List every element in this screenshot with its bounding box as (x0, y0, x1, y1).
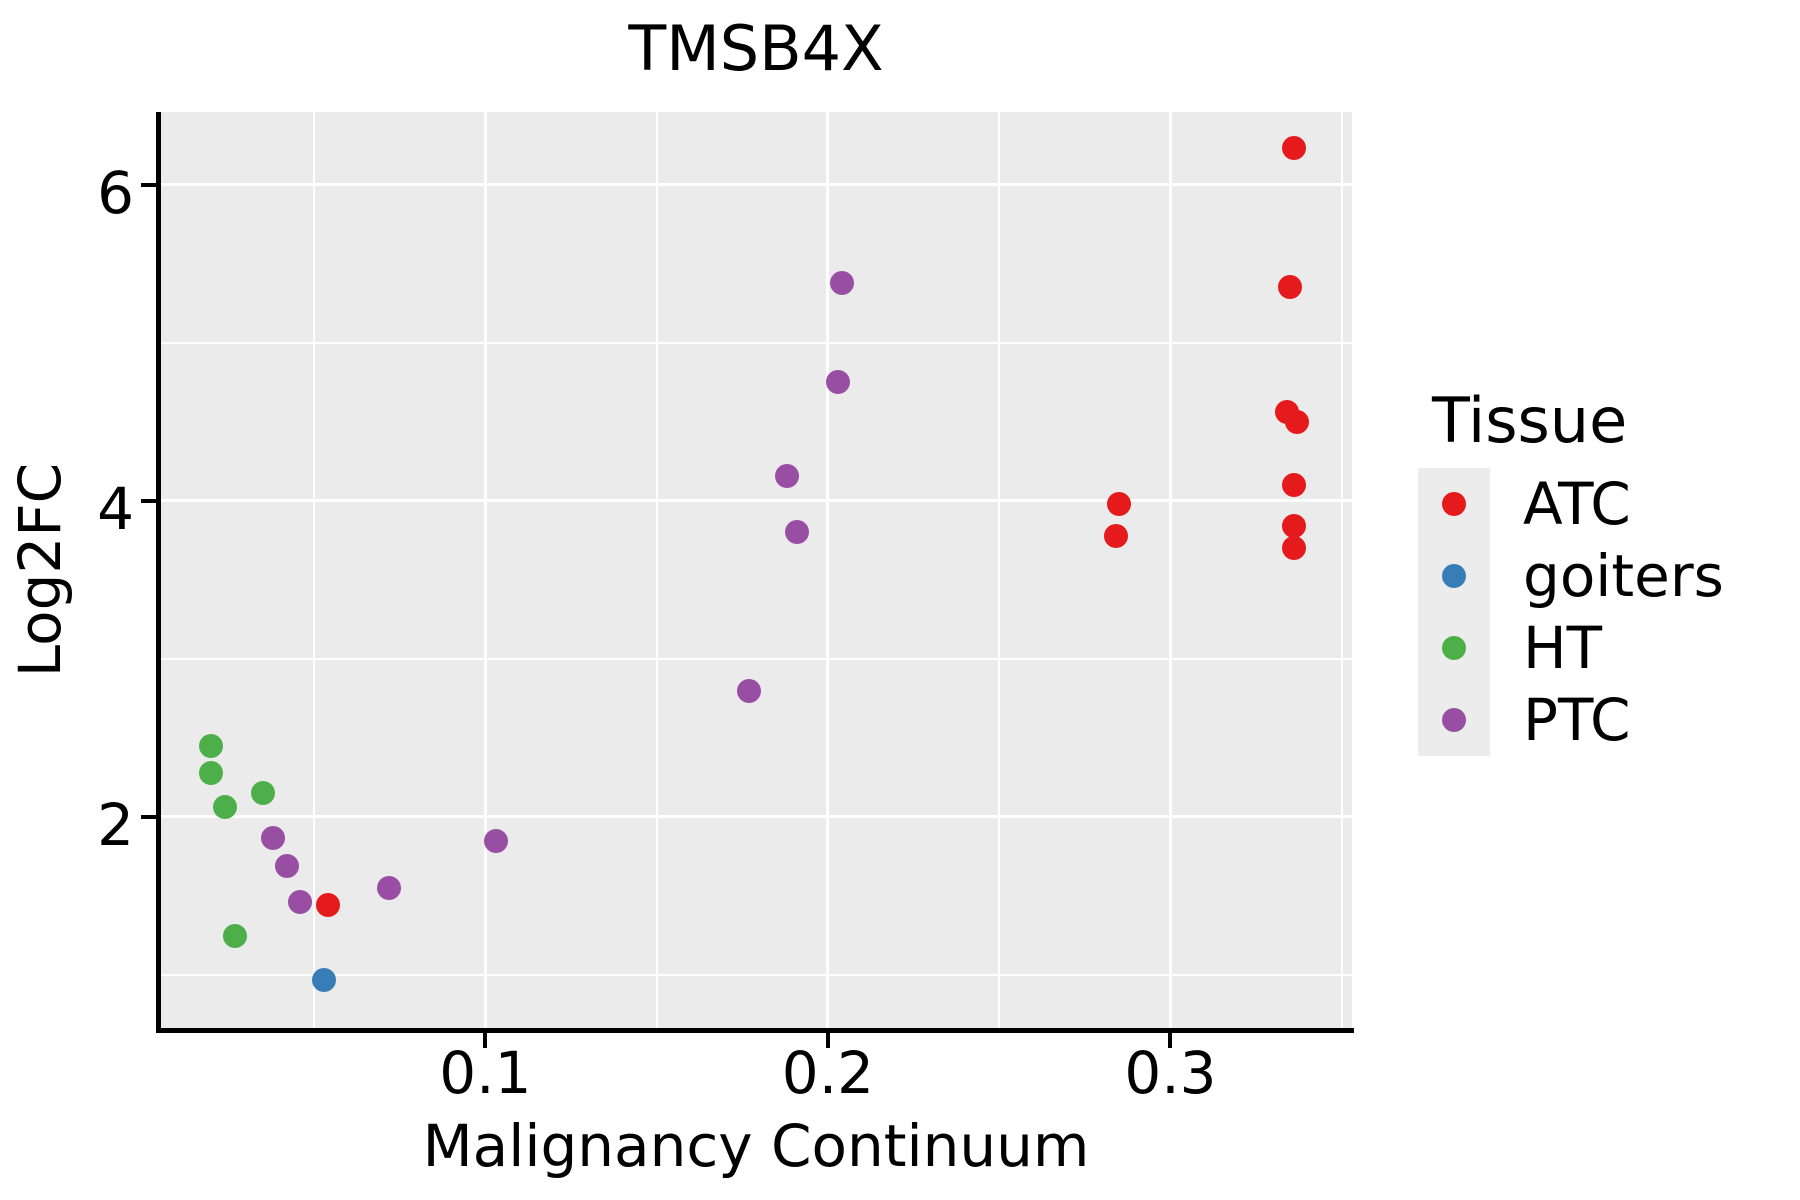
data-point-ATC (1285, 409, 1310, 434)
data-point-HT (250, 781, 275, 806)
legend-key-box (1418, 612, 1490, 684)
legend-dot-ATC (1442, 492, 1466, 516)
x-tick-label: 0.3 (1124, 1039, 1217, 1107)
y-minor-gridline (160, 657, 1352, 660)
data-point-PTC (377, 876, 402, 901)
legend-item-label: PTC (1523, 686, 1631, 754)
legend-key-box (1418, 468, 1490, 540)
y-tick-label: 6 (97, 158, 134, 227)
data-point-PTC (274, 853, 299, 878)
y-major-gridline (160, 183, 1352, 187)
legend-dot-HT (1442, 636, 1466, 660)
x-tick-mark (825, 1033, 830, 1048)
y-tick-mark (141, 498, 156, 503)
plot-title: TMSB4X (628, 12, 884, 85)
y-tick-label: 2 (97, 790, 134, 859)
data-point-PTC (737, 678, 762, 703)
legend-item-label: HT (1523, 614, 1603, 682)
data-point-PTC (785, 520, 810, 545)
data-point-goiters (312, 967, 337, 992)
x-axis-line (156, 1028, 1354, 1033)
x-major-gridline (1168, 112, 1172, 1028)
data-point-PTC (288, 890, 313, 915)
data-point-ATC (1278, 275, 1303, 300)
data-point-ATC (1107, 492, 1132, 516)
legend-item-goiters: goiters (1418, 540, 1724, 612)
legend-key-box (1418, 684, 1490, 756)
legend-item-HT: HT (1418, 612, 1724, 684)
data-point-HT (199, 760, 224, 785)
y-axis-line (156, 112, 161, 1033)
legend: Tissue ATC goiters HT PTC (1418, 390, 1724, 756)
legend-item-PTC: PTC (1418, 684, 1724, 756)
y-axis-label: Log2FC (6, 462, 74, 678)
x-minor-gridline (655, 112, 658, 1028)
x-minor-gridline (1340, 112, 1343, 1028)
plot-panel (160, 112, 1352, 1028)
x-tick-label: 0.2 (781, 1039, 875, 1107)
x-tick-mark (1168, 1033, 1173, 1048)
data-point-PTC (826, 370, 851, 395)
x-tick-label: 0.1 (439, 1039, 532, 1107)
legend-title: Tissue (1432, 384, 1628, 457)
legend-dot-goiters (1442, 564, 1466, 588)
data-point-HT (213, 795, 238, 820)
y-tick-mark (141, 182, 156, 187)
data-point-ATC (1281, 136, 1306, 161)
y-major-gridline (160, 815, 1352, 819)
x-tick-mark (483, 1033, 488, 1048)
data-point-PTC (261, 825, 286, 850)
legend-item-ATC: ATC (1418, 468, 1724, 540)
x-minor-gridline (998, 112, 1001, 1028)
data-point-ATC (1281, 514, 1306, 539)
data-point-ATC (315, 893, 340, 918)
data-point-HT (199, 733, 224, 758)
y-tick-label: 4 (97, 474, 134, 543)
y-tick-mark (141, 814, 156, 819)
data-point-ATC (1281, 536, 1306, 561)
y-minor-gridline (160, 974, 1352, 977)
legend-key-box (1418, 540, 1490, 612)
x-major-gridline (826, 112, 830, 1028)
legend-item-label: ATC (1523, 470, 1631, 538)
data-point-ATC (1103, 523, 1128, 548)
legend-rows: ATC goiters HT PTC (1418, 468, 1724, 756)
x-major-gridline (483, 112, 487, 1028)
data-point-PTC (483, 828, 508, 853)
data-point-PTC (829, 270, 854, 295)
y-major-gridline (160, 499, 1352, 503)
data-point-PTC (774, 463, 799, 488)
y-minor-gridline (160, 341, 1352, 344)
x-minor-gridline (313, 112, 316, 1028)
data-point-ATC (1281, 473, 1306, 498)
legend-dot-PTC (1442, 708, 1466, 732)
x-axis-label: Malignancy Continuum (422, 1112, 1090, 1180)
data-point-HT (223, 923, 248, 948)
legend-item-label: goiters (1523, 542, 1724, 610)
